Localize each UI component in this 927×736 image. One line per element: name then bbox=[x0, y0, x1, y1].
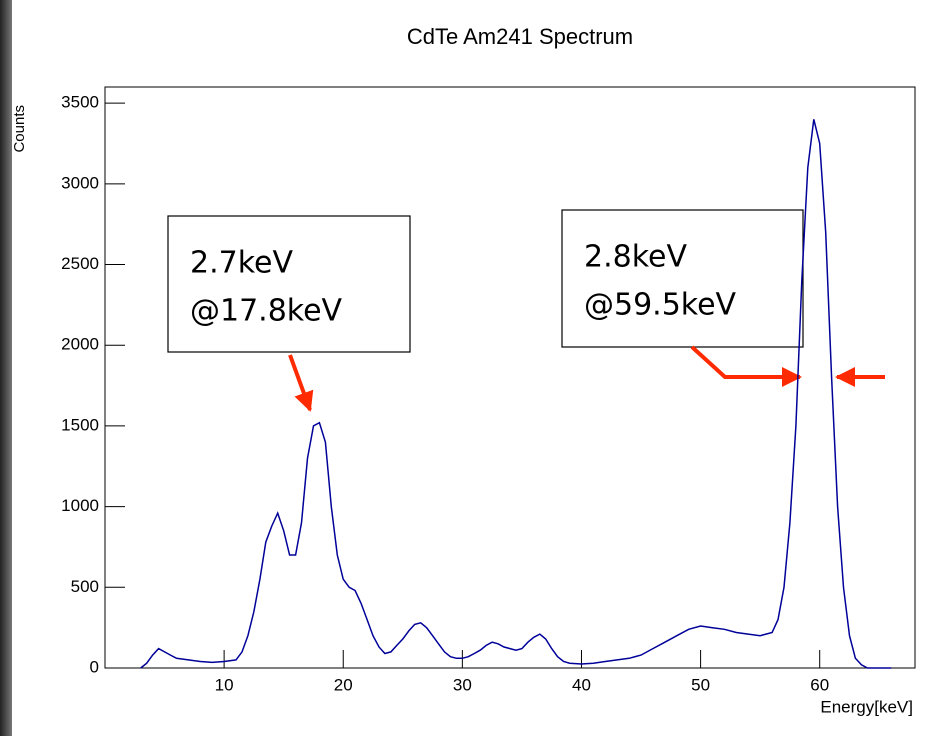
y-axis-label: Counts bbox=[11, 105, 28, 153]
annotation-text: @17.8keV bbox=[190, 294, 343, 329]
arrow bbox=[690, 345, 802, 387]
annotation-text: 2.8keV bbox=[584, 240, 687, 275]
arrow bbox=[288, 354, 314, 412]
x-tick-label: 30 bbox=[453, 675, 472, 694]
x-tick-label: 40 bbox=[572, 675, 591, 694]
x-axis-label: Energy[keV] bbox=[820, 697, 913, 716]
y-tick-label: 1000 bbox=[61, 496, 99, 515]
y-tick-label: 2000 bbox=[61, 335, 99, 354]
x-tick-label: 10 bbox=[215, 675, 234, 694]
spectrum-line bbox=[140, 119, 892, 669]
screen-edge bbox=[0, 0, 12, 736]
x-tick-label: 20 bbox=[334, 675, 353, 694]
y-tick-label: 0 bbox=[90, 657, 99, 676]
annotation-text: @59.5keV bbox=[584, 288, 737, 323]
annotations: 2.7keV @17.8keV 2.8keV @59.5keV bbox=[167, 209, 885, 412]
x-tick-label: 60 bbox=[810, 675, 829, 694]
annotation-box bbox=[167, 215, 411, 353]
annotation-text: 2.7keV bbox=[190, 246, 293, 281]
x-tick-label: 50 bbox=[691, 675, 710, 694]
y-tick-label: 3500 bbox=[61, 93, 99, 112]
y-tick-label: 3000 bbox=[61, 173, 99, 192]
y-tick-label: 2500 bbox=[61, 254, 99, 273]
chart-title: CdTe Am241 Spectrum bbox=[407, 24, 633, 49]
y-tick-label: 500 bbox=[71, 577, 99, 596]
y-tick-label: 1500 bbox=[61, 415, 99, 434]
annotation-box bbox=[561, 209, 804, 348]
